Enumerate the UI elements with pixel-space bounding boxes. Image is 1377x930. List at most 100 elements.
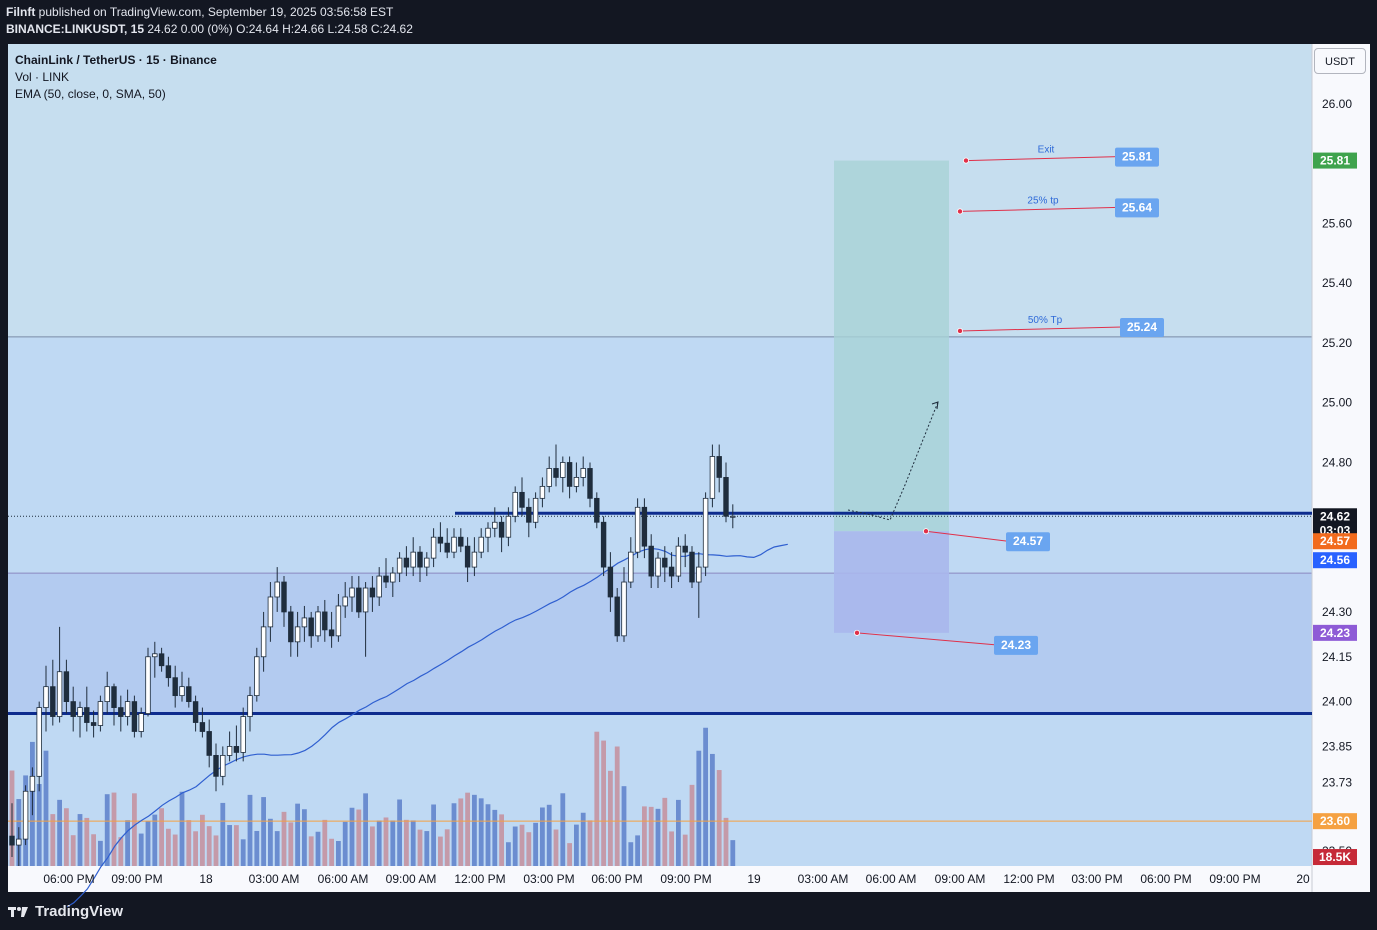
time-axis <box>8 866 1312 892</box>
volume-bar <box>376 820 382 866</box>
volume-bar <box>730 840 736 866</box>
y-tick-label: 24.30 <box>1322 605 1352 619</box>
candle-body <box>158 653 165 667</box>
candle <box>179 671 185 702</box>
y-tick-label: 25.00 <box>1322 396 1352 410</box>
volume-bar <box>98 840 103 866</box>
x-tick-label: 09:00 PM <box>111 872 162 886</box>
volume-bar <box>220 802 226 866</box>
candle <box>131 695 138 738</box>
candle-body <box>641 506 648 547</box>
currency-button[interactable]: USDT <box>1314 48 1366 74</box>
candle-body <box>288 611 294 643</box>
candle <box>192 695 199 732</box>
candle-body <box>342 596 348 607</box>
volume-bar <box>186 820 192 866</box>
candle <box>702 492 709 577</box>
candle-body <box>254 656 260 697</box>
candle-body <box>682 545 688 553</box>
candle-body <box>607 566 614 598</box>
volume-bar <box>485 804 491 866</box>
x-tick-label: 09:00 PM <box>1209 872 1260 886</box>
volume-bar <box>261 797 266 866</box>
target-zone <box>834 160 949 532</box>
candle <box>158 647 165 672</box>
candle-body <box>90 722 97 726</box>
ema-line <box>66 543 788 908</box>
volume-bar <box>662 797 668 866</box>
candle-body <box>220 755 226 777</box>
candle <box>172 665 178 708</box>
annotation-text: 25% tp <box>1027 195 1059 206</box>
candle-body <box>702 497 709 568</box>
candle-body <box>165 665 172 679</box>
candle <box>655 552 661 589</box>
candle <box>29 767 36 816</box>
current-price-tag: 24.62 <box>1313 508 1357 525</box>
candle-body <box>77 707 83 717</box>
candle <box>226 731 233 762</box>
candle-body <box>145 656 151 714</box>
volume-bar <box>478 798 484 866</box>
candle <box>342 582 348 618</box>
candle <box>505 507 512 547</box>
candle-body <box>444 542 450 553</box>
candle-body <box>213 755 219 777</box>
candle <box>390 567 396 597</box>
candle-body <box>104 686 110 702</box>
candle-body <box>294 626 301 643</box>
candle <box>111 683 117 726</box>
candle-body <box>43 686 49 708</box>
y-tick-label: 24.00 <box>1322 695 1352 709</box>
volume-bar <box>57 799 62 866</box>
current-price-tag-text: 24.62 <box>1320 509 1350 523</box>
candle-body <box>634 506 641 553</box>
candle-body <box>580 468 586 478</box>
volume-bar <box>397 799 402 866</box>
candle <box>308 611 314 648</box>
candle-body <box>260 626 267 658</box>
orange-price-tag: 23.60 <box>1313 813 1357 830</box>
volume-bar <box>342 821 348 866</box>
ema-price-tag: 24.56 <box>1313 552 1357 569</box>
volume-bar <box>77 814 83 866</box>
annotation-tag-text: 24.23 <box>1001 638 1031 652</box>
volume-bar <box>370 826 375 866</box>
candle <box>553 444 559 487</box>
volume-bar <box>247 794 253 866</box>
volume-bar <box>111 792 117 866</box>
price-axis <box>1312 44 1370 892</box>
volume-bar <box>172 834 178 866</box>
volume-bar <box>696 750 702 866</box>
x-tick-label: 03:00 PM <box>523 872 574 886</box>
y-tick-label: 25.20 <box>1322 336 1352 350</box>
candle <box>424 552 430 577</box>
candle <box>301 605 308 642</box>
tradingview-logo-icon <box>8 906 28 917</box>
volume-bar <box>417 829 423 866</box>
candle <box>315 605 321 642</box>
candle-body <box>308 617 314 637</box>
candle-body <box>430 536 437 559</box>
volume-bar <box>213 835 219 866</box>
candle <box>124 689 131 726</box>
volume-bar <box>710 753 715 866</box>
candle-body <box>240 716 246 753</box>
volume-bar <box>499 814 504 866</box>
volume-tag-text: 18.5K <box>1319 850 1351 864</box>
volume-bar <box>560 793 566 866</box>
volume-bar <box>648 806 654 866</box>
x-tick-label: 12:00 PM <box>1003 872 1054 886</box>
candle-body <box>356 587 362 613</box>
candle-body <box>709 456 716 499</box>
candle <box>723 462 729 523</box>
candle-body <box>587 468 593 499</box>
candle <box>628 537 634 589</box>
volume-bar <box>179 791 185 866</box>
annotation: 24.23 <box>854 629 1038 655</box>
y-tick-label: 25.60 <box>1322 216 1352 230</box>
candle-body <box>63 671 70 703</box>
x-tick-label: 19 <box>747 872 761 886</box>
volume-bar <box>50 814 56 866</box>
